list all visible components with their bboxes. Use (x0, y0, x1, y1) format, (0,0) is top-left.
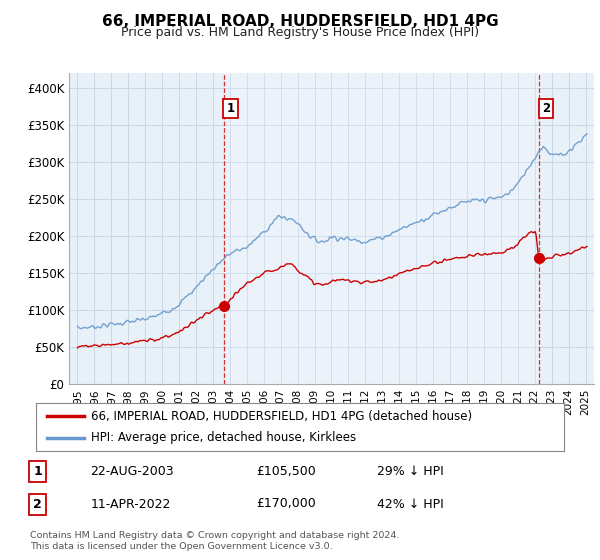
Text: 66, IMPERIAL ROAD, HUDDERSFIELD, HD1 4PG: 66, IMPERIAL ROAD, HUDDERSFIELD, HD1 4PG (101, 14, 499, 29)
Text: 2: 2 (542, 102, 550, 115)
Text: 42% ↓ HPI: 42% ↓ HPI (377, 497, 444, 511)
Text: 29% ↓ HPI: 29% ↓ HPI (377, 465, 444, 478)
Text: 11-APR-2022: 11-APR-2022 (90, 497, 170, 511)
Bar (224, 73, 539, 384)
Text: 66, IMPERIAL ROAD, HUDDERSFIELD, HD1 4PG (detached house): 66, IMPERIAL ROAD, HUDDERSFIELD, HD1 4PG… (91, 409, 473, 423)
Text: This data is licensed under the Open Government Licence v3.0.: This data is licensed under the Open Gov… (30, 542, 332, 551)
Text: 22-AUG-2003: 22-AUG-2003 (90, 465, 174, 478)
Text: 2: 2 (34, 497, 42, 511)
Text: Contains HM Land Registry data © Crown copyright and database right 2024.: Contains HM Land Registry data © Crown c… (30, 531, 400, 540)
Text: 1: 1 (226, 102, 235, 115)
Text: £170,000: £170,000 (256, 497, 316, 511)
Text: £105,500: £105,500 (256, 465, 316, 478)
Text: Price paid vs. HM Land Registry's House Price Index (HPI): Price paid vs. HM Land Registry's House … (121, 26, 479, 39)
Text: HPI: Average price, detached house, Kirklees: HPI: Average price, detached house, Kirk… (91, 431, 356, 445)
Text: 1: 1 (34, 465, 42, 478)
